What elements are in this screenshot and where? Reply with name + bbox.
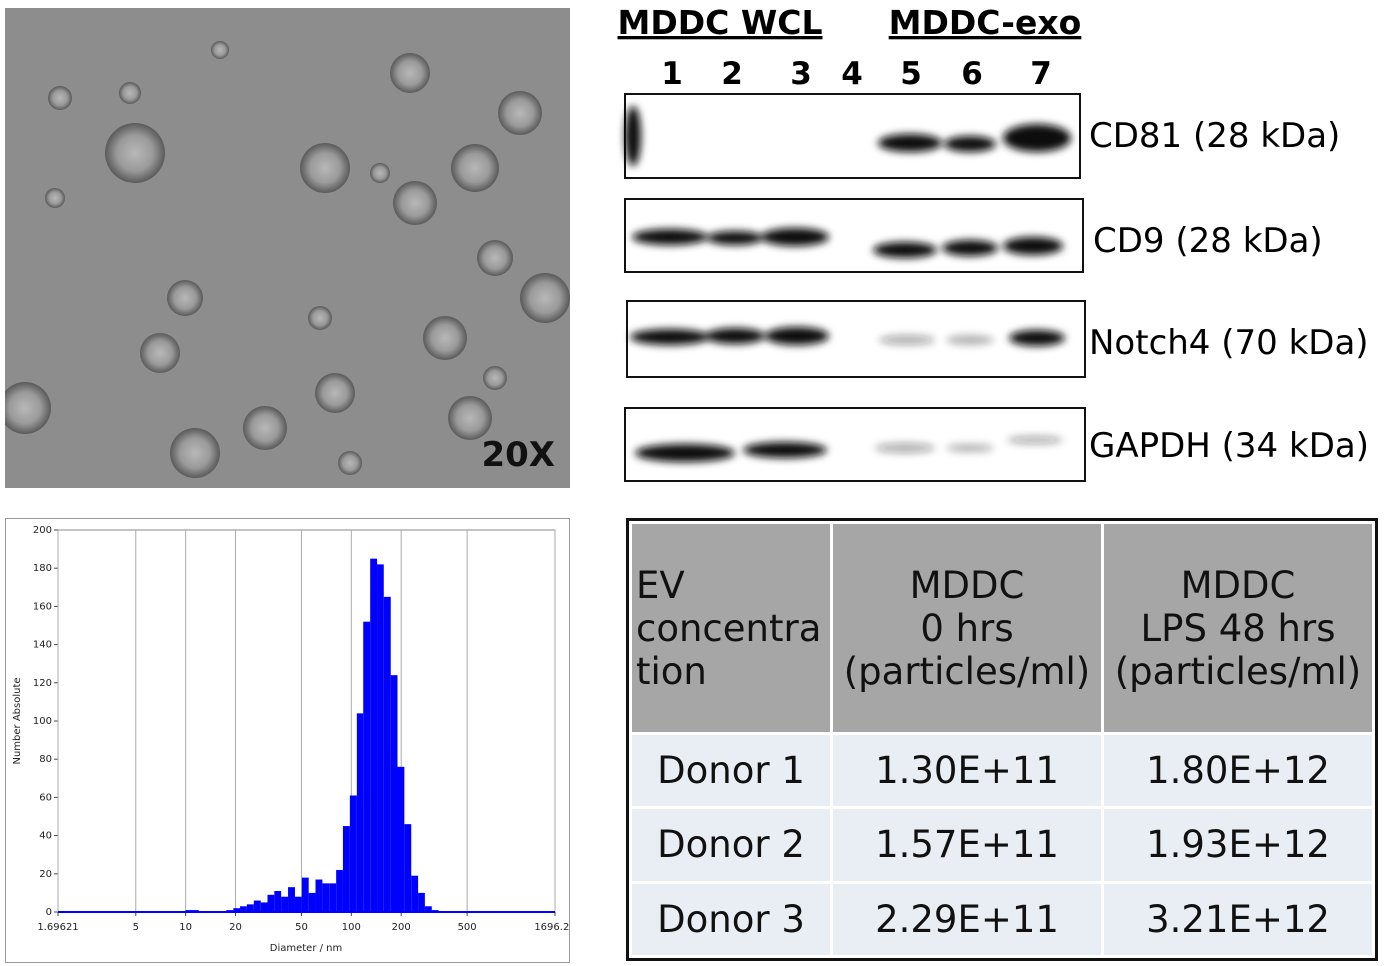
x-tick-label: 1696.21	[534, 922, 570, 933]
bar	[349, 795, 357, 912]
x-tick-label: 50	[295, 922, 308, 933]
table-row: Donor 3 2.29E+11 3.21E+12	[629, 880, 1375, 959]
bar	[267, 894, 275, 912]
bar	[424, 906, 432, 912]
y-tick-label: 180	[33, 563, 52, 574]
bar	[281, 896, 289, 912]
bar	[253, 900, 261, 912]
bar	[329, 883, 337, 912]
y-tick-label: 0	[46, 907, 52, 918]
table-cell: Donor 1	[629, 731, 833, 810]
bar	[411, 875, 419, 912]
header-cell: MDDC LPS 48 hrs (particles/ml)	[1101, 521, 1375, 735]
header-cell: EV concentration	[629, 521, 833, 735]
table-cell: 1.30E+11	[830, 731, 1104, 810]
lane-label: 7	[1030, 56, 1052, 92]
bar	[322, 883, 330, 912]
y-tick-label: 60	[39, 792, 52, 803]
size-histogram: Number Absolute Diameter / nm 0 20 40 60 80 1…	[5, 518, 570, 963]
bar	[431, 910, 439, 912]
bar	[294, 896, 302, 912]
lane-label: 4	[841, 56, 863, 92]
table-cell: 1.93E+12	[1101, 806, 1375, 884]
bar	[383, 596, 391, 912]
bar	[185, 910, 193, 912]
x-tick-label: 5	[133, 922, 139, 933]
western-blot: MDDC WCL MDDC-exo 1 2 3 4 5 6 7 CD81 (28 kDa) CD9 …	[618, 3, 1369, 482]
y-tick-label: 20	[39, 869, 52, 880]
plot-area	[57, 529, 556, 913]
header-row: EV concentration MDDC 0 hrs (particles/ml…	[629, 521, 1375, 735]
bar	[260, 902, 268, 912]
lane-label: 2	[721, 56, 743, 92]
bar	[274, 890, 282, 912]
bar	[288, 887, 295, 912]
x-axis-label: Diameter / nm	[270, 943, 343, 954]
bar	[192, 910, 199, 912]
y-tick-label: 200	[33, 525, 52, 536]
bar	[308, 892, 316, 912]
magnification-label: 20X	[481, 435, 555, 475]
bar	[370, 558, 378, 912]
table-cell: 2.29E+11	[830, 880, 1104, 959]
y-tick-label: 140	[33, 640, 52, 651]
x-tick-label: 20	[229, 922, 242, 933]
x-tick-label: 10	[179, 922, 192, 933]
microscopy-image: 20X	[5, 8, 570, 488]
x-tick-label: 500	[458, 922, 477, 933]
lane-label: 5	[900, 56, 922, 92]
table-cell: Donor 2	[629, 806, 833, 884]
lane-label: 6	[961, 56, 983, 92]
lane-label: 3	[790, 56, 812, 92]
bar	[336, 869, 343, 912]
band-label: CD81 (28 kDa)	[1089, 116, 1340, 156]
table-cell: 1.80E+12	[1101, 731, 1375, 810]
band-label: CD9 (28 kDa)	[1093, 221, 1323, 261]
table-row: Donor 2 1.57E+11 1.93E+12	[629, 806, 1375, 884]
bar	[397, 766, 405, 912]
y-axis-label: Number Absolute	[12, 677, 23, 764]
bar	[390, 675, 398, 912]
bar	[404, 824, 412, 912]
table-cell: 1.57E+11	[830, 806, 1104, 884]
band-label: GAPDH (34 kDa)	[1089, 426, 1369, 466]
bar	[418, 892, 425, 912]
bar	[301, 877, 309, 912]
y-tick-label: 160	[33, 601, 52, 612]
x-tick-label: 100	[342, 922, 361, 933]
y-tick-label: 100	[33, 716, 52, 727]
y-tick-label: 40	[39, 831, 52, 842]
band-label: Notch4 (70 kDa)	[1089, 323, 1369, 363]
bar	[233, 908, 241, 912]
bar	[363, 621, 371, 912]
x-tick-label: 200	[392, 922, 411, 933]
concentration-table: EV concentration MDDC 0 hrs (particles/ml…	[626, 518, 1378, 961]
table: EV concentration MDDC 0 hrs (particles/ml…	[629, 521, 1375, 959]
bar	[226, 910, 234, 912]
header-cell: MDDC 0 hrs (particles/ml)	[830, 521, 1104, 735]
y-tick-label: 120	[33, 678, 52, 689]
bar	[315, 879, 323, 912]
bar	[342, 826, 350, 912]
table-cell: Donor 3	[629, 880, 833, 959]
bar	[246, 904, 254, 912]
group-label: MDDC-exo	[889, 3, 1082, 42]
bar	[377, 564, 384, 912]
bar	[240, 906, 247, 912]
group-label: MDDC WCL	[618, 3, 823, 42]
table-cell: 3.21E+12	[1101, 880, 1375, 959]
x-tick-label: 1.69621	[37, 922, 78, 933]
bar	[356, 713, 364, 912]
lane-label: 1	[661, 56, 683, 92]
y-tick-label: 80	[39, 754, 52, 765]
table-row: Donor 1 1.30E+11 1.80E+12	[629, 731, 1375, 810]
